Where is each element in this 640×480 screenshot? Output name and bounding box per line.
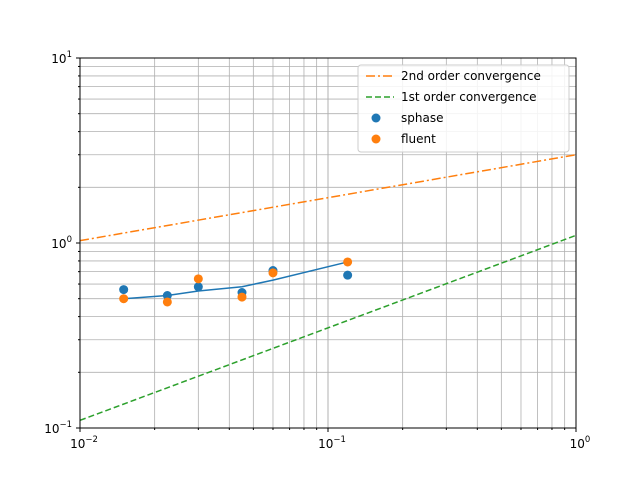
sphase-point	[193, 282, 203, 292]
plot-lines	[79, 153, 577, 422]
x-tick-label: 100	[570, 435, 591, 451]
fluent-point	[268, 268, 278, 278]
x-tick-label: 10−1	[318, 435, 346, 451]
y-tick-label: 101	[51, 50, 72, 66]
fluent-point	[193, 274, 203, 284]
legend-label: 2nd order convergence	[401, 69, 541, 83]
sphase-point	[343, 270, 353, 280]
y-tick-label: 10−1	[44, 420, 72, 436]
line-2nd-order-convergence	[79, 153, 577, 242]
fluent-point	[343, 257, 353, 267]
legend-label: fluent	[401, 132, 436, 146]
sphase-point	[162, 291, 172, 301]
legend-point-swatch	[371, 134, 381, 144]
legend-label: 1st order convergence	[401, 90, 537, 104]
fluent-point	[162, 297, 172, 307]
legend-label: sphase	[401, 111, 443, 125]
sphase-point	[119, 285, 129, 295]
line-fit-2	[123, 261, 348, 300]
plot-points	[119, 257, 353, 307]
x-tick-label: 10−2	[70, 435, 98, 451]
legend-point-swatch	[371, 113, 381, 123]
legend-box	[357, 64, 570, 153]
fluent-point	[119, 294, 129, 304]
y-tick-label: 100	[51, 235, 72, 251]
fluent-point	[237, 292, 247, 302]
legend: 2nd order convergence 1st order convergen…	[357, 64, 570, 153]
line-1st-order-convergence	[79, 234, 577, 422]
